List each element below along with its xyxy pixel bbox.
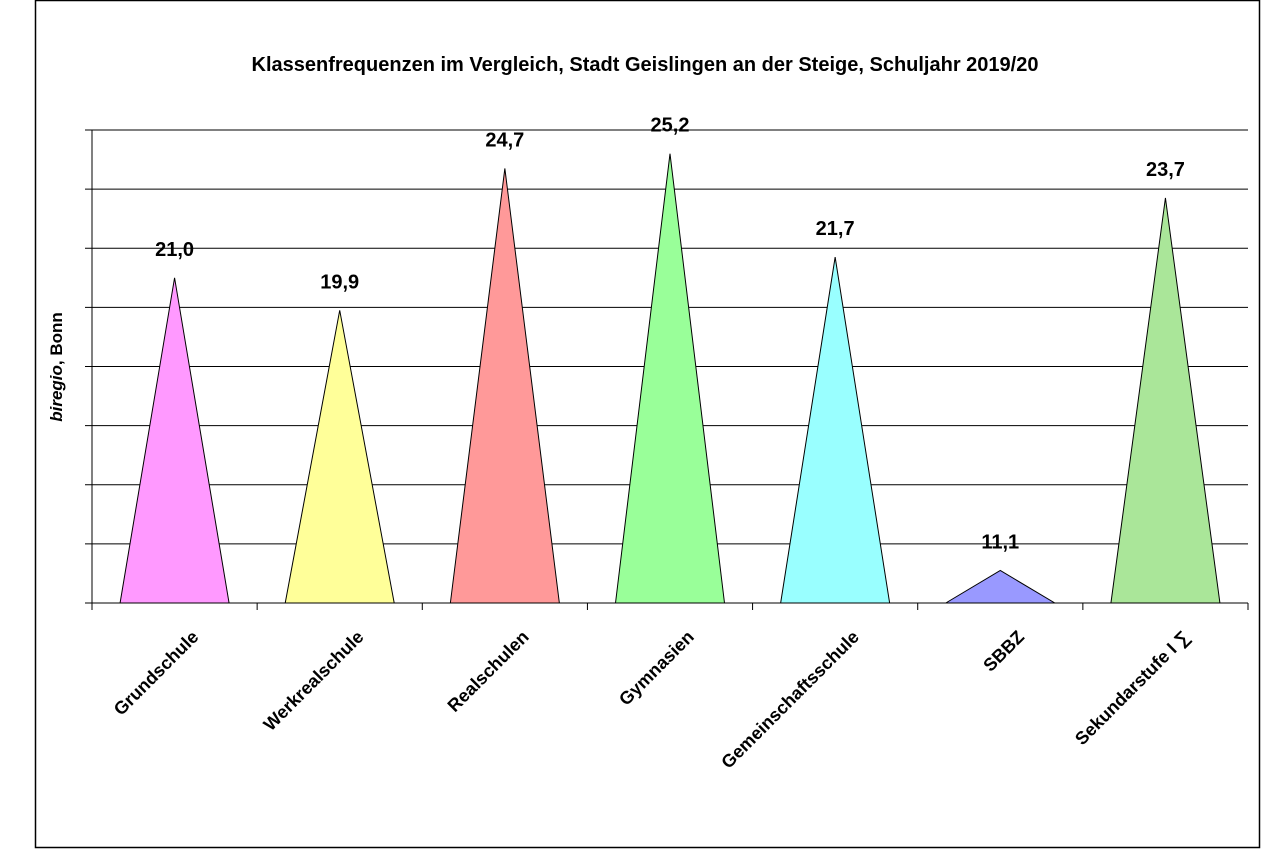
bar bbox=[780, 257, 891, 604]
bar bbox=[943, 569, 1057, 604]
data-label: 23,7 bbox=[1146, 159, 1185, 181]
bar bbox=[449, 168, 560, 604]
bar bbox=[119, 277, 230, 604]
data-label: 25,2 bbox=[651, 115, 690, 137]
y-axis-label: biregio, Bonn bbox=[47, 312, 66, 422]
data-label: 19,9 bbox=[320, 271, 359, 293]
y-axis-label-part: , Bonn bbox=[47, 312, 66, 365]
data-label: 21,0 bbox=[155, 239, 194, 261]
data-label: 21,7 bbox=[816, 218, 855, 240]
data-label: 11,1 bbox=[981, 531, 1019, 553]
y-axis-label-part: biregio bbox=[47, 365, 66, 422]
chart-title: Klassenfrequenzen im Vergleich, Stadt Ge… bbox=[252, 54, 1039, 76]
data-label: 24,7 bbox=[485, 129, 524, 151]
bar bbox=[614, 153, 726, 604]
bar bbox=[284, 310, 395, 604]
bar bbox=[1110, 197, 1221, 604]
